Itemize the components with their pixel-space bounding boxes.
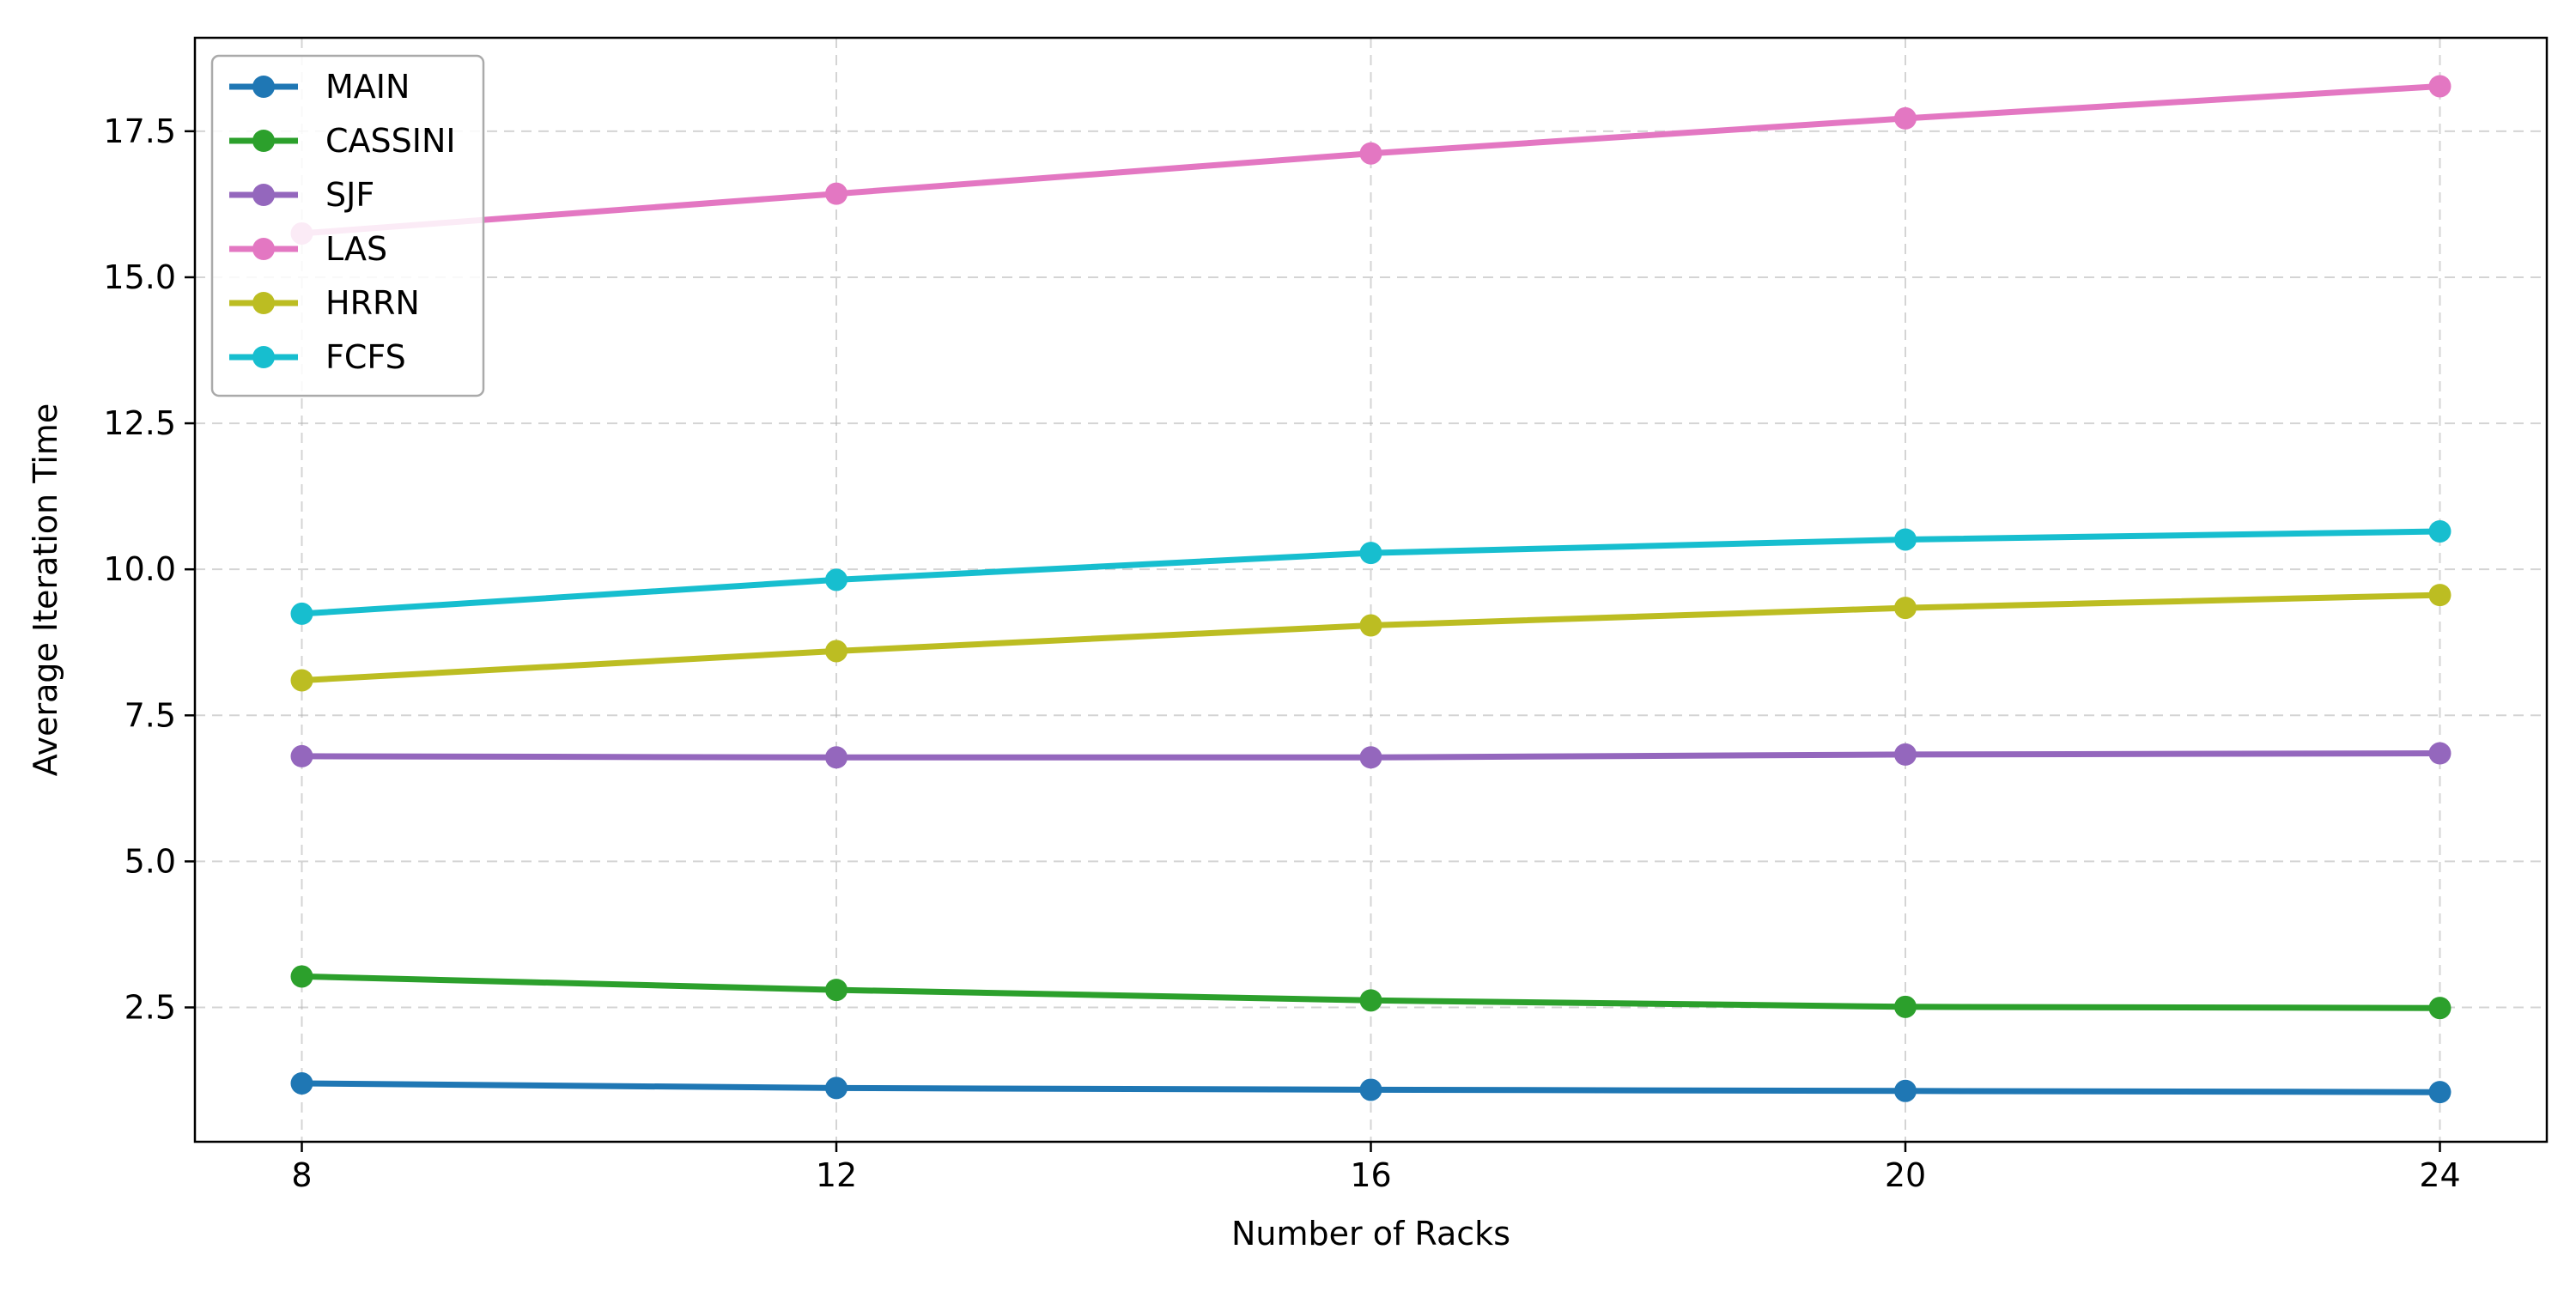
y-tick-label: 10.0 xyxy=(103,550,176,588)
data-point xyxy=(1359,542,1382,565)
data-point xyxy=(2428,997,2451,1020)
y-tick-label: 2.5 xyxy=(125,989,176,1027)
legend-label: HRRN xyxy=(325,284,420,322)
series-main xyxy=(290,1071,2451,1104)
data-point xyxy=(1894,528,1917,551)
legend-item: FCFS xyxy=(229,338,406,376)
data-point xyxy=(825,182,848,205)
data-point xyxy=(1894,995,1917,1018)
legend-item: LAS xyxy=(229,230,387,268)
legend-label: FCFS xyxy=(325,338,406,376)
y-tick-label: 15.0 xyxy=(103,258,176,296)
legend-marker xyxy=(252,184,275,206)
legend-label: LAS xyxy=(325,230,387,268)
series-cassini xyxy=(290,965,2451,1020)
data-point xyxy=(825,1077,848,1100)
data-point xyxy=(2428,75,2451,98)
axis-layer: 8 12 16 20 24 2.5 5.0 7.5 10.0 12.5 15.0 17.5 xyxy=(103,112,2460,1194)
legend-item: SJF xyxy=(229,176,374,214)
data-point xyxy=(2428,519,2451,543)
legend-marker xyxy=(252,76,275,98)
legend-item: CASSINI xyxy=(229,122,456,160)
data-point xyxy=(1359,989,1382,1012)
y-tick-label: 7.5 xyxy=(125,696,176,734)
y-axis-label: Average Iteration Time xyxy=(27,403,64,776)
data-point xyxy=(2428,584,2451,607)
series-sjf xyxy=(290,742,2451,769)
x-tick-label: 8 xyxy=(291,1156,312,1194)
x-tick-label: 12 xyxy=(816,1156,857,1194)
legend-marker xyxy=(252,292,275,314)
data-point xyxy=(290,965,313,988)
series-fcfs xyxy=(290,519,2451,625)
legend-marker xyxy=(252,238,275,260)
series-hrrn xyxy=(290,584,2451,692)
data-point xyxy=(825,568,848,591)
legend-label: MAIN xyxy=(325,68,410,106)
data-point xyxy=(825,979,848,1002)
x-tick-label: 24 xyxy=(2419,1156,2460,1194)
data-point xyxy=(825,746,848,769)
y-tick-label: 17.5 xyxy=(103,112,176,150)
data-point xyxy=(1894,1079,1917,1102)
data-point xyxy=(825,640,848,663)
data-point xyxy=(290,669,313,692)
legend-item: MAIN xyxy=(229,68,410,106)
y-tick-label: 12.5 xyxy=(103,404,176,442)
x-axis-label: Number of Racks xyxy=(1231,1215,1510,1253)
data-point xyxy=(1359,746,1382,769)
data-point xyxy=(1894,597,1917,620)
data-point xyxy=(290,1071,313,1095)
legend-item: HRRN xyxy=(229,284,420,322)
legend-label: SJF xyxy=(325,176,374,214)
x-tick-label: 20 xyxy=(1885,1156,1926,1194)
legend: MAIN CASSINI SJF LAS HRRN FCFS xyxy=(210,54,485,397)
y-tick-label: 5.0 xyxy=(125,842,176,880)
data-point xyxy=(1359,1078,1382,1101)
legend-marker xyxy=(252,130,275,152)
data-point xyxy=(2428,1081,2451,1104)
data-point xyxy=(2428,742,2451,765)
legend-marker xyxy=(252,346,275,368)
data-point xyxy=(1359,142,1382,165)
data-point xyxy=(1894,743,1917,766)
data-point xyxy=(1359,614,1382,637)
data-point xyxy=(290,744,313,767)
series-layer xyxy=(290,75,2451,1104)
legend-label: CASSINI xyxy=(325,122,456,160)
x-tick-label: 16 xyxy=(1350,1156,1391,1194)
data-point xyxy=(1894,106,1917,130)
data-point xyxy=(290,602,313,625)
